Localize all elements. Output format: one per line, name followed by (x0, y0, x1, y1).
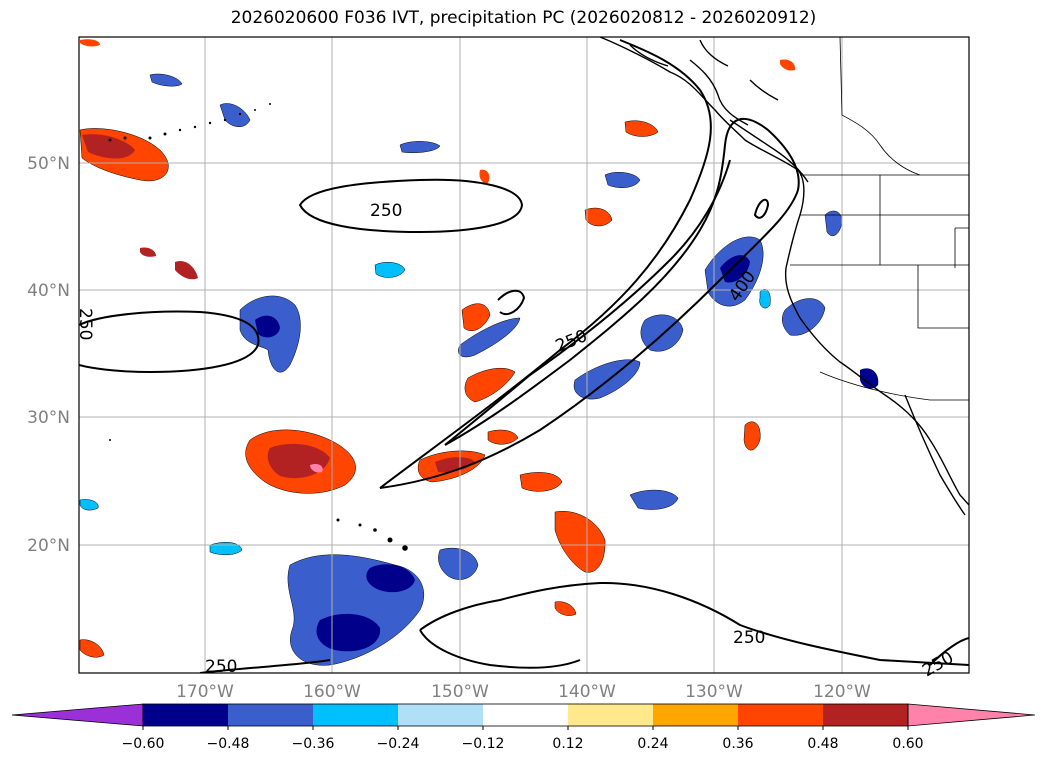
lon-label: 170°W (176, 682, 234, 702)
coastline (599, 37, 969, 516)
colorbar-tick-label: −0.24 (377, 736, 420, 752)
colorbar-frame (142, 703, 909, 727)
political-borders (790, 37, 969, 401)
map-background (79, 37, 969, 673)
colorbar-segment (568, 704, 653, 726)
map-title: 2026020600 F036 IVT, precipitation PC (2… (230, 8, 817, 28)
colorbar-segment (738, 704, 823, 726)
colorbar-tick-label: 0.24 (637, 736, 668, 752)
lon-label: 140°W (558, 682, 616, 702)
colorbar-segment (823, 704, 908, 726)
contour-label: 250 (733, 628, 765, 648)
islands (108, 103, 408, 551)
colorbar-segment (143, 704, 228, 726)
map-frame (78, 36, 970, 674)
colorbar-tick-label: 0.36 (722, 736, 753, 752)
colorbar-tick-label: 0.60 (892, 736, 923, 752)
ivt-contours (79, 39, 969, 673)
colorbar-tick-label: 0.12 (552, 736, 583, 752)
contour-label: 250 (370, 201, 402, 221)
colorbar-segment (653, 704, 738, 726)
contour-label: 250 (205, 657, 237, 677)
colorbar-arrow-left (11, 703, 144, 727)
contour-label: 250 (75, 308, 95, 340)
lat-label: 30°N (27, 408, 70, 428)
colorbar-segment (483, 704, 568, 726)
lat-label: 40°N (27, 281, 70, 301)
lon-label: 160°W (303, 682, 361, 702)
lat-labels: 50°N 40°N 30°N 20°N (27, 154, 70, 556)
precip-blobs-positive (79, 39, 796, 658)
colorbar-arrow-right (907, 703, 1036, 727)
lat-label: 20°N (27, 536, 70, 556)
lon-label: 150°W (431, 682, 489, 702)
colorbar-segment (313, 704, 398, 726)
graticule (79, 37, 969, 673)
colorbar-segment (398, 704, 483, 726)
lat-label: 50°N (27, 154, 70, 174)
colorbar-tick-label: −0.48 (207, 736, 250, 752)
colorbar-tick-label: −0.12 (462, 736, 505, 752)
colorbar-tick-label: 0.48 (807, 736, 838, 752)
colorbar-segment (228, 704, 313, 726)
lon-label: 130°W (685, 682, 743, 702)
colorbar-tick-label: −0.60 (122, 736, 165, 752)
precip-blobs-negative (79, 73, 879, 666)
lon-label: 120°W (813, 682, 871, 702)
lon-labels: 170°W 160°W 150°W 140°W 130°W 120°W (176, 682, 871, 702)
colorbar-tick-label: −0.36 (292, 736, 335, 752)
